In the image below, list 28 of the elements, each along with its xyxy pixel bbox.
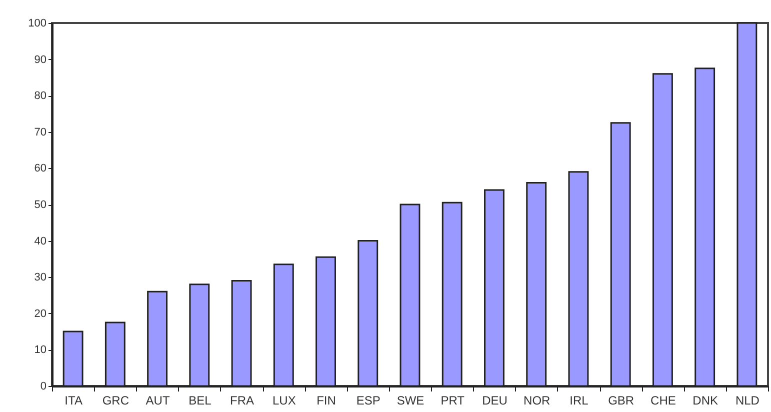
x-tick-label: CHE: [650, 394, 676, 408]
x-tick-label: GRC: [102, 394, 130, 408]
x-tick-label: LUX: [272, 394, 296, 408]
x-tick-label: FIN: [316, 394, 336, 408]
x-tick-label: NLD: [735, 394, 760, 408]
x-tick-label: DEU: [482, 394, 508, 408]
y-tick-label: 70: [34, 126, 46, 138]
x-tick-label: FRA: [230, 394, 254, 408]
y-tick-label: 100: [28, 18, 46, 30]
x-tick-label: ESP: [356, 394, 380, 408]
y-tick-label: 0: [40, 380, 46, 392]
x-tick-label: DNK: [692, 394, 718, 408]
x-tick-label: SWE: [396, 394, 424, 408]
y-tick-label: 40: [34, 235, 46, 248]
y-tick-label: 20: [34, 308, 46, 320]
x-tick-label: IRL: [570, 394, 589, 408]
x-tick-label: AUT: [146, 394, 170, 408]
y-tick-label: 60: [34, 162, 46, 175]
x-tick-label: NOR: [524, 394, 551, 408]
x-tick-label: BEL: [188, 394, 212, 408]
y-tick-label: 50: [34, 199, 46, 211]
x-tick-label: ITA: [64, 394, 82, 408]
x-tick-label: GBR: [608, 394, 634, 408]
y-tick-label: 30: [34, 272, 46, 284]
y-tick-label: 10: [34, 344, 46, 356]
x-tick-label: PRT: [440, 394, 466, 408]
y-tick-label: 90: [34, 54, 46, 66]
y-tick-label: 80: [34, 90, 46, 102]
